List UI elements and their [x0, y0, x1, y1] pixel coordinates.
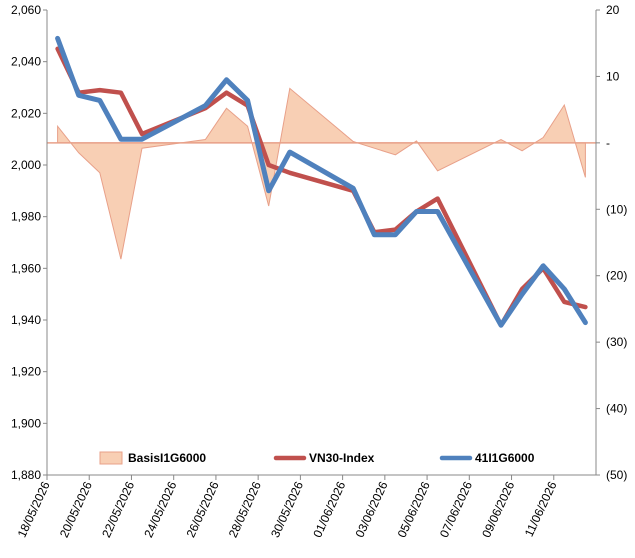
right-tick-label: (30)	[606, 335, 627, 349]
legend-entry-label: VN30-Index	[309, 451, 375, 465]
left-tick-label: 1,960	[11, 261, 41, 275]
right-tick-label: 10	[606, 69, 620, 83]
right-tick-label: (20)	[606, 269, 627, 283]
right-tick-label: (10)	[606, 202, 627, 216]
basis-area	[57, 87, 586, 260]
legend-entry-label: 41I1G6000	[475, 451, 535, 465]
right-tick-label: -	[606, 136, 610, 150]
legend: BasisI1G6000 VN30-Index 41I1G6000	[99, 451, 535, 465]
left-tick-label: 1,980	[11, 210, 41, 224]
left-tick-label: 1,920	[11, 365, 41, 379]
series-line-41i1g6000	[55, 35, 588, 328]
left-tick-label: 2,020	[11, 106, 41, 120]
basis-area-layer	[47, 87, 596, 260]
right-tick-label: 20	[606, 3, 620, 17]
series-lines	[55, 35, 588, 328]
left-tick-label: 2,060	[11, 3, 41, 17]
legend-entry-label: BasisI1G6000	[128, 451, 206, 465]
legend-swatch-basis	[99, 451, 123, 465]
left-tick-label: 2,000	[11, 158, 41, 172]
right-tick-label: (40)	[606, 402, 627, 416]
left-tick-label: 2,040	[11, 55, 41, 69]
right-tick-label: (50)	[606, 468, 627, 482]
left-tick-label: 1,940	[11, 313, 41, 327]
left-tick-label: 1,880	[11, 468, 41, 482]
left-tick-label: 1,900	[11, 416, 41, 430]
